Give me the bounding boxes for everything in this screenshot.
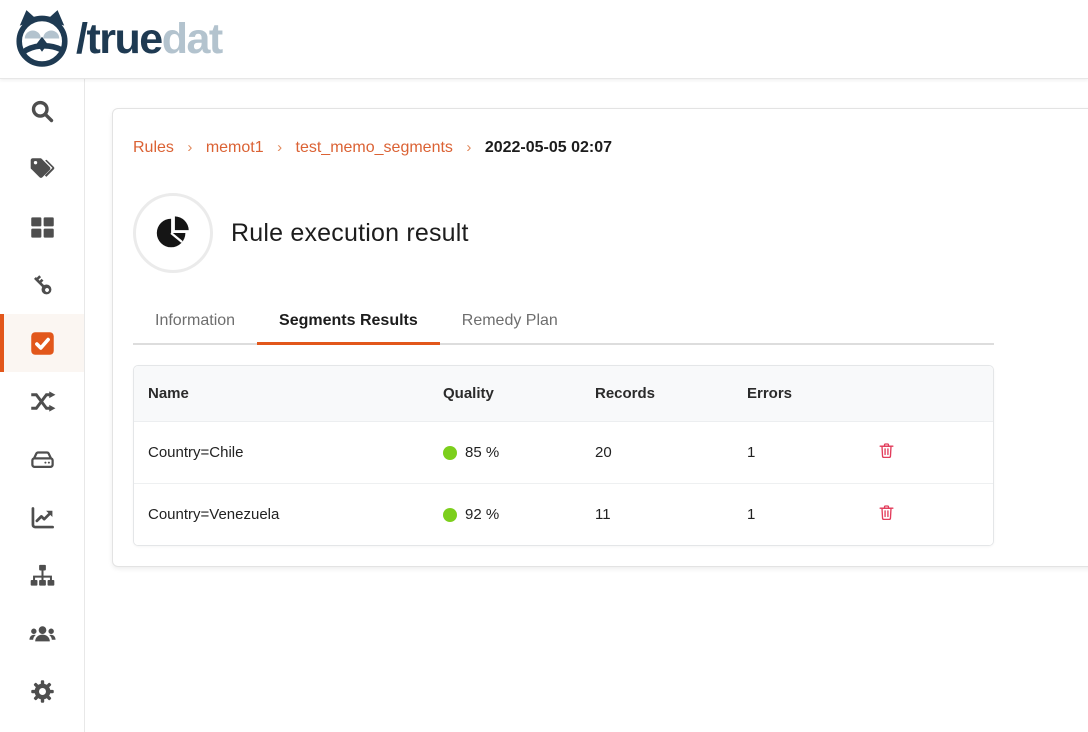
breadcrumb-link-rule[interactable]: memot1 — [205, 139, 264, 156]
segments-results-table: Name Quality Records Errors Country=Chil… — [133, 365, 994, 546]
column-header-records: Records — [581, 366, 733, 422]
table-row: Country=Venezuela 92 % 11 1 — [134, 483, 993, 545]
shuffle-icon — [30, 390, 55, 412]
sidebar-item-tags[interactable] — [0, 140, 84, 198]
delete-segment-button[interactable] — [877, 503, 896, 522]
quality-cell: 92 % — [443, 506, 567, 523]
tab-remedy-plan[interactable]: Remedy Plan — [461, 312, 558, 329]
breadcrumb-link-rules[interactable]: Rules — [133, 139, 174, 156]
sidebar-item-structures[interactable] — [0, 546, 84, 604]
trash-icon — [879, 505, 894, 521]
gear-icon — [30, 679, 54, 703]
owl-logo-icon — [16, 10, 68, 67]
column-header-errors: Errors — [733, 366, 863, 422]
sidebar-item-grid[interactable] — [0, 198, 84, 256]
quality-cell: 85 % — [443, 444, 567, 461]
delete-segment-button[interactable] — [877, 441, 896, 460]
quality-value: 85 % — [465, 444, 500, 461]
table-row: Country=Chile 85 % 20 1 — [134, 421, 993, 484]
main-content: Rules › memot1 › test_memo_segments › 20… — [86, 79, 1088, 732]
sidebar-item-rules[interactable] — [0, 314, 84, 372]
sidebar-item-users[interactable] — [0, 604, 84, 662]
sidebar-item-search[interactable] — [0, 82, 84, 140]
breadcrumb-current: 2022-05-05 02:07 — [484, 139, 613, 156]
sidebar-item-key[interactable] — [0, 256, 84, 314]
table-header-row: Name Quality Records Errors — [134, 366, 993, 422]
truedat-logo[interactable]: /truedat — [14, 9, 224, 69]
breadcrumb-separator: › — [187, 139, 193, 156]
sidebar-item-shuffle[interactable] — [0, 372, 84, 430]
sidebar-item-dashboards[interactable] — [0, 488, 84, 546]
tab-segments-results[interactable]: Segments Results — [257, 301, 440, 345]
logo-text-dark: /true — [76, 14, 163, 63]
breadcrumb-separator: › — [466, 139, 472, 156]
key-icon — [33, 274, 51, 294]
segment-name: Country=Chile — [134, 421, 429, 484]
rule-avatar — [133, 193, 213, 273]
errors-value: 1 — [733, 483, 863, 545]
errors-value: 1 — [733, 421, 863, 484]
check-square-icon — [30, 331, 54, 355]
logo-text: /truedat — [76, 14, 224, 63]
breadcrumb-link-implementation[interactable]: test_memo_segments — [295, 139, 453, 156]
records-value: 20 — [581, 421, 733, 484]
tab-information[interactable]: Information — [155, 312, 236, 329]
sidebar-item-settings[interactable] — [0, 662, 84, 720]
hard-drive-icon — [30, 450, 54, 468]
sidebar — [0, 79, 85, 732]
chart-line-icon — [31, 506, 54, 528]
rule-execution-card: Rules › memot1 › test_memo_segments › 20… — [112, 108, 1088, 567]
breadcrumb: Rules › memot1 › test_memo_segments › 20… — [133, 137, 1079, 159]
quality-dot — [443, 445, 457, 460]
quality-value: 92 % — [465, 506, 500, 523]
tags-icon — [30, 157, 54, 178]
quality-dot — [443, 507, 457, 522]
grid-icon — [30, 216, 54, 238]
column-header-quality: Quality — [429, 366, 581, 422]
app-header: /truedat — [0, 0, 1088, 79]
pie-chart-icon — [156, 216, 189, 248]
segment-name: Country=Venezuela — [134, 483, 429, 545]
users-icon — [28, 625, 56, 641]
breadcrumb-separator: › — [277, 139, 283, 156]
records-value: 11 — [581, 483, 733, 545]
sidebar-item-sources[interactable] — [0, 430, 84, 488]
title-row: Rule execution result — [133, 193, 1079, 273]
search-icon — [31, 100, 53, 122]
tabs: Information Segments Results Remedy Plan — [133, 301, 994, 345]
column-header-name: Name — [134, 366, 429, 422]
logo-text-light: dat — [161, 14, 224, 63]
page-title: Rule execution result — [231, 218, 469, 247]
trash-icon — [879, 443, 894, 459]
sitemap-icon — [30, 564, 54, 586]
column-header-actions — [863, 366, 993, 422]
